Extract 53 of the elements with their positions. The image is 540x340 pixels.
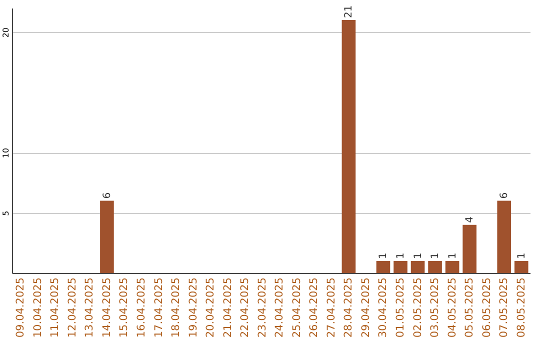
x-tick-label: 27.04.2025 <box>325 278 338 338</box>
x-tick-label: 04.05.2025 <box>446 278 458 338</box>
x-tick-label: 03.05.2025 <box>429 278 442 338</box>
bar <box>462 224 476 273</box>
x-tick-label: 10.04.2025 <box>32 278 44 338</box>
data-label: 1 <box>378 252 390 259</box>
x-tick-label: 18.04.2025 <box>170 278 182 338</box>
x-tick-label: 19.04.2025 <box>187 278 200 338</box>
x-tick-label: 07.05.2025 <box>498 278 510 338</box>
bar <box>428 260 442 273</box>
y-tick-label: 10 <box>2 148 10 158</box>
bar <box>514 260 528 273</box>
data-label: 1 <box>396 252 406 259</box>
bar <box>394 260 408 273</box>
bar <box>376 260 390 273</box>
x-tick-label: 01.05.2025 <box>394 278 406 338</box>
x-tick-label: 16.04.2025 <box>136 278 148 338</box>
x-tick-label: 25.04.2025 <box>290 278 303 338</box>
data-label: 21 <box>344 5 355 18</box>
x-tick-label: 22.04.2025 <box>239 278 252 338</box>
x-tick-label: 09.04.2025 <box>14 278 27 338</box>
data-label: 1 <box>412 252 424 259</box>
x-tick-label: 30.04.2025 <box>377 278 390 338</box>
bar <box>497 200 512 273</box>
x-tick-label: 15.04.2025 <box>118 278 130 338</box>
x-tick-label: 14.04.2025 <box>100 278 113 338</box>
x-tick-label: 05.05.2025 <box>464 278 476 338</box>
x-tick-label: 06.05.2025 <box>480 278 493 338</box>
bar <box>445 260 460 273</box>
bar <box>342 20 356 273</box>
data-label: 1 <box>430 252 442 259</box>
x-tick-label: 29.04.2025 <box>360 278 372 338</box>
x-tick-label: 13.04.2025 <box>84 278 96 338</box>
x-tick-label: 12.04.2025 <box>66 278 78 338</box>
data-label: 6 <box>102 192 113 199</box>
data-label: 4 <box>464 216 476 223</box>
x-tick-label: 11.04.2025 <box>49 278 62 338</box>
bar <box>100 200 114 273</box>
y-tick-label: 20 <box>2 27 10 38</box>
x-tick-label: 08.05.2025 <box>515 278 528 338</box>
bar <box>410 260 425 273</box>
x-tick-label: 26.04.2025 <box>308 278 320 338</box>
data-label: 6 <box>499 192 510 199</box>
x-tick-label: 23.04.2025 <box>256 278 268 338</box>
x-tick-label: 21.04.2025 <box>222 278 234 338</box>
x-tick-label: 17.04.2025 <box>152 278 165 338</box>
y-tick-label: 5 <box>2 210 10 216</box>
x-tick-label: 20.04.2025 <box>204 278 217 338</box>
x-tick-label: 24.04.2025 <box>274 278 286 338</box>
x-tick-label: 28.04.2025 <box>342 278 355 338</box>
x-tick-label: 02.05.2025 <box>412 278 424 338</box>
data-label: 1 <box>447 252 458 259</box>
data-label: 1 <box>516 252 528 259</box>
